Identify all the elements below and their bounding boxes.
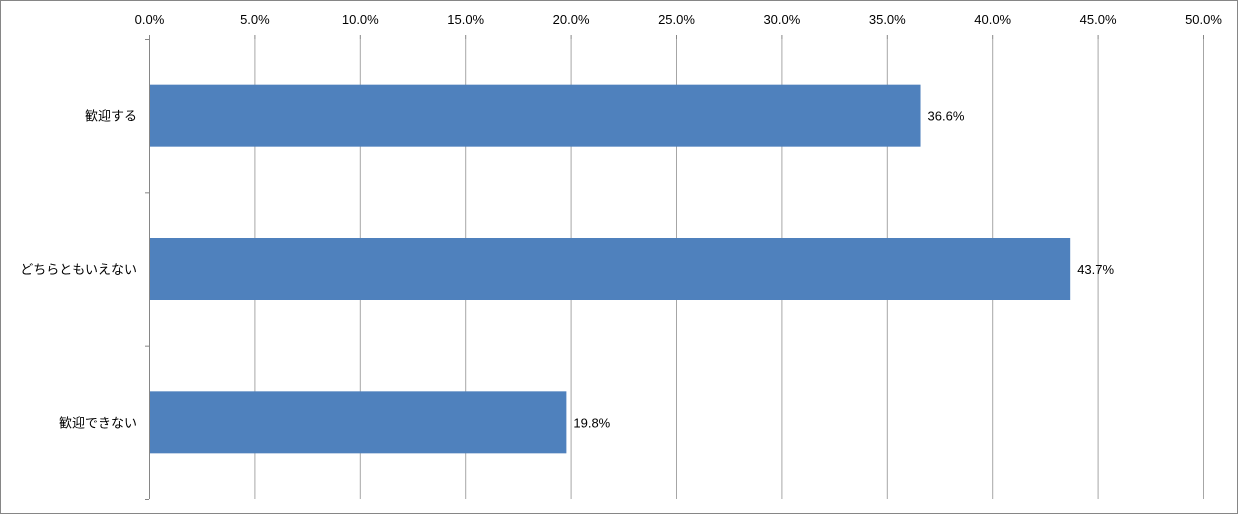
bar — [150, 238, 1071, 300]
data-label: 36.6% — [928, 109, 965, 124]
x-tick-label: 0.0% — [135, 12, 165, 27]
x-tick-label: 25.0% — [658, 12, 695, 27]
data-label: 19.8% — [573, 415, 610, 430]
x-tick-label: 20.0% — [553, 12, 590, 27]
category-label: 歓迎できない — [59, 415, 137, 430]
bar — [150, 391, 567, 454]
x-tick-label: 40.0% — [974, 12, 1011, 27]
x-tick-label: 10.0% — [342, 12, 379, 27]
x-tick-label: 35.0% — [869, 12, 906, 27]
x-tick-label: 30.0% — [763, 12, 800, 27]
category-axis — [145, 39, 150, 500]
bars — [150, 84, 1071, 454]
category-label: 歓迎する — [85, 109, 137, 124]
x-tick-label: 50.0% — [1185, 12, 1222, 27]
x-tick-label: 15.0% — [447, 12, 484, 27]
labels: 0.0% 5.0% 10.0% 15.0% 20.0% 25.0% 30.0% 35.0% 40… — [20, 12, 1222, 430]
bar — [150, 84, 921, 147]
category-label: どちらともいえない — [20, 262, 137, 277]
x-tick-label: 5.0% — [240, 12, 270, 27]
x-tick-label: 45.0% — [1080, 12, 1117, 27]
data-label: 43.7% — [1077, 262, 1114, 277]
